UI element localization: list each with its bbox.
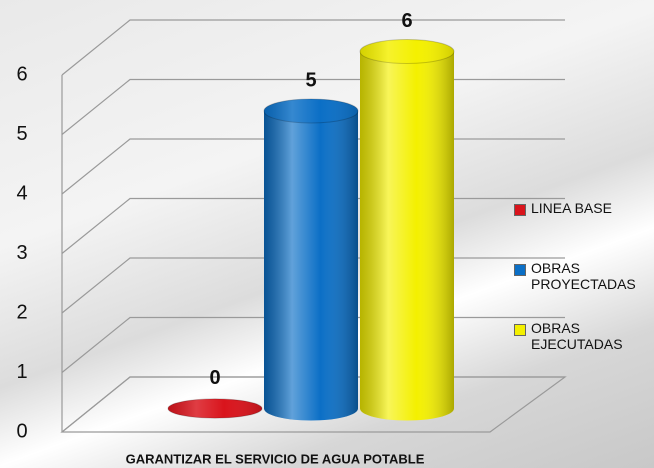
cylinder-top-shade <box>168 398 262 419</box>
bar <box>359 39 455 421</box>
data-label: 5 <box>305 69 316 91</box>
y-tick-label: 6 <box>16 63 27 85</box>
y-tick-label: 5 <box>16 123 27 145</box>
legend-swatch <box>514 264 526 276</box>
legend: LINEA BASE OBRAS PROYECTADAS OBRAS EJECUTA… <box>514 200 649 380</box>
legend-item: OBRAS EJECUTADAS <box>514 320 649 380</box>
legend-item: LINEA BASE <box>514 200 649 260</box>
bar <box>167 398 263 419</box>
cylinder-top-shade <box>264 99 358 123</box>
y-tick-label: 4 <box>16 182 27 204</box>
legend-swatch <box>514 204 526 216</box>
y-tick-label: 3 <box>16 242 27 264</box>
legend-item: OBRAS PROYECTADAS <box>514 260 649 320</box>
legend-label: LINEA BASE <box>531 200 612 216</box>
legend-label: OBRAS EJECUTADAS <box>531 320 623 352</box>
cylinder-shade <box>264 111 358 421</box>
cylinder-shade <box>360 51 454 421</box>
y-tick-label: 1 <box>16 361 27 383</box>
bar <box>263 98 359 421</box>
y-tick-label: 0 <box>16 420 27 442</box>
y-tick-label: 2 <box>16 301 27 323</box>
legend-swatch <box>514 324 526 336</box>
data-label: 6 <box>401 10 412 32</box>
data-label: 0 <box>209 367 220 389</box>
legend-label: OBRAS PROYECTADAS <box>531 260 636 292</box>
grid-line <box>61 19 565 76</box>
cylinder-top-shade <box>360 39 454 64</box>
x-tick-label: GARANTIZAR EL SERVICIO DE AGUA POTABLE <box>126 451 425 466</box>
